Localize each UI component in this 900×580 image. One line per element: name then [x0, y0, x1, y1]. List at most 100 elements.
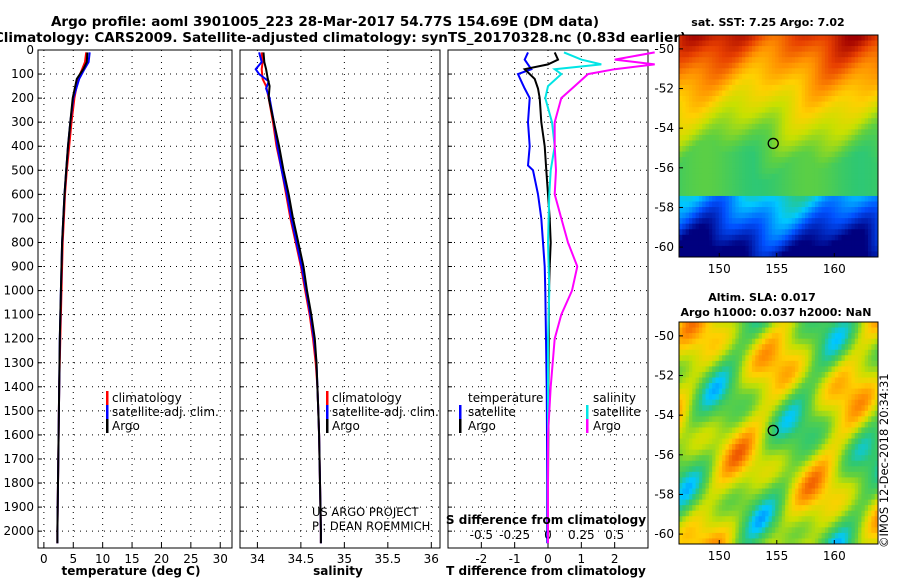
map-cell [864, 218, 869, 225]
map-cell [728, 527, 733, 534]
map-cell [805, 201, 809, 208]
map-cell [838, 46, 842, 53]
map-cell [824, 107, 829, 114]
map-cell [874, 84, 879, 91]
map-cell [791, 355, 796, 362]
map-cell [761, 532, 766, 539]
map-cell [722, 73, 726, 80]
map-cell [765, 455, 769, 462]
map-cell [755, 488, 759, 495]
map-cell [791, 245, 796, 252]
map-cell [778, 73, 783, 80]
map-cell [702, 482, 706, 489]
map-cell [771, 234, 776, 241]
map-cell [868, 51, 872, 58]
map-cell [705, 499, 710, 506]
map-cell [698, 218, 703, 225]
map-cell [821, 366, 826, 373]
map-cell [775, 466, 779, 473]
map-cell [768, 57, 773, 64]
map-cell [765, 162, 769, 169]
map-cell [682, 123, 687, 130]
map-cell [748, 444, 753, 451]
map-cell [758, 40, 763, 47]
map-cell [748, 234, 753, 241]
map-cell [742, 123, 746, 130]
map-cell [715, 455, 720, 462]
map-cell [688, 460, 693, 467]
map-cell [844, 179, 849, 186]
map-cell [715, 207, 720, 213]
map-cell [758, 229, 763, 236]
map-cell [688, 538, 693, 545]
map-cell [805, 449, 809, 456]
map-cell [732, 371, 736, 378]
map-cell [698, 229, 703, 236]
map-cell [758, 338, 763, 345]
map-cell [814, 57, 819, 64]
map-cell [692, 251, 696, 258]
map-cell [761, 499, 766, 506]
map-cell [834, 84, 839, 91]
map-cell [854, 157, 859, 164]
map-cell [705, 438, 710, 445]
map-cell [785, 516, 789, 523]
map-cell [761, 84, 766, 91]
map-cell [844, 51, 849, 58]
map-cell [708, 516, 713, 523]
map-cell [795, 251, 799, 258]
map-cell [712, 532, 716, 539]
map-cell [761, 427, 766, 434]
map-cell [751, 322, 756, 328]
map-cell [735, 212, 740, 219]
map-cell [831, 399, 836, 406]
map-cell [814, 388, 819, 395]
map-cell [828, 349, 832, 356]
map-cell [818, 333, 823, 340]
map-cell [712, 157, 716, 164]
map-cell [742, 218, 746, 225]
map-cell [695, 344, 700, 351]
map-cell [775, 383, 779, 389]
map-cell [801, 438, 806, 445]
map-cell [805, 360, 809, 367]
map-cell [702, 140, 706, 147]
map-cell [718, 129, 723, 136]
map-cell [702, 416, 706, 423]
map-cell [755, 212, 759, 219]
map-cell [732, 240, 736, 247]
map-cell [738, 79, 743, 86]
map-cell [864, 251, 869, 258]
map-cell [758, 449, 763, 456]
map-cell [824, 505, 829, 512]
map-cell [738, 157, 743, 164]
map-cell [868, 184, 872, 191]
map-cell [808, 416, 813, 423]
map-cell [738, 471, 743, 478]
map-cell [698, 433, 703, 439]
map-cell [801, 399, 806, 406]
map-cell [814, 179, 819, 186]
map-cell [838, 96, 842, 102]
map-cell [728, 427, 733, 434]
map-cell [761, 505, 766, 512]
map-cell [685, 410, 690, 417]
map-cell [738, 146, 743, 152]
map-cell [851, 427, 856, 434]
map-cell [814, 471, 819, 478]
map-cell [818, 410, 823, 417]
map-cell [722, 68, 726, 75]
map-cell [871, 527, 876, 534]
map-cell [821, 477, 826, 484]
map-cell [805, 118, 809, 125]
map-cell [682, 399, 687, 406]
map-cell [788, 466, 793, 473]
map-cell [798, 505, 803, 512]
map-cell [868, 73, 872, 80]
map-cell [834, 251, 839, 258]
map-cell [814, 212, 819, 219]
top-x-tick-label: -0.5 [470, 528, 493, 542]
map-cell [705, 538, 710, 545]
map-cell [868, 438, 872, 445]
map-cell [722, 477, 726, 484]
